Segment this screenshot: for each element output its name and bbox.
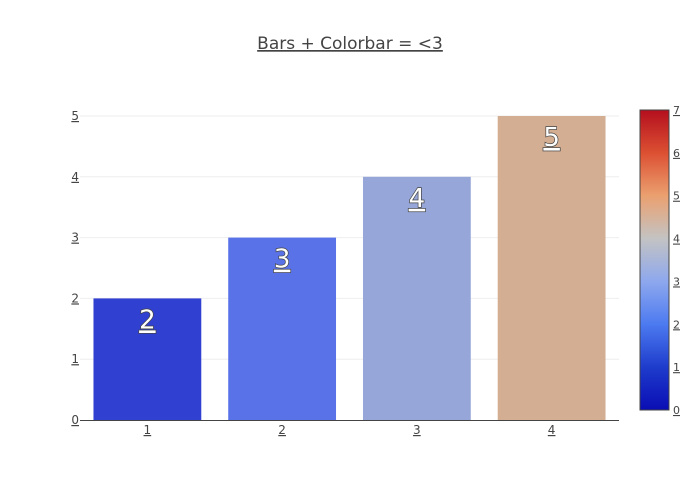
x-tick-label: 1 bbox=[144, 423, 152, 437]
bar bbox=[93, 298, 202, 420]
bars bbox=[93, 116, 606, 420]
colorbar-tick-label: 3 bbox=[673, 275, 680, 288]
bar bbox=[362, 176, 471, 420]
y-tick-label: 5 bbox=[71, 109, 79, 123]
bar bbox=[497, 116, 606, 420]
y-tick-label: 3 bbox=[71, 231, 79, 245]
colorbar-tick-label: 5 bbox=[673, 190, 680, 203]
bar bbox=[228, 237, 337, 420]
colorbar-gradient bbox=[639, 109, 670, 411]
y-tick-label: 1 bbox=[71, 352, 79, 366]
axes: 0 1 2 3 4 5 1 2 3 4 bbox=[71, 109, 619, 437]
bar-value-label: 4 bbox=[409, 184, 426, 214]
colorbar-tick-label: 6 bbox=[673, 147, 680, 160]
colorbar-tick-label: 4 bbox=[673, 233, 680, 246]
y-tick-label: 0 bbox=[71, 413, 79, 427]
colorbar-tick-label: 0 bbox=[673, 404, 680, 417]
x-tick-label: 4 bbox=[548, 423, 556, 437]
colorbar: 0 1 2 3 4 5 6 7 bbox=[639, 104, 680, 417]
y-tick-label: 2 bbox=[71, 291, 79, 305]
bar-value-label: 5 bbox=[543, 123, 560, 153]
x-tick-label: 3 bbox=[413, 423, 421, 437]
colorbar-tick-label: 1 bbox=[673, 361, 680, 374]
y-tick-label: 4 bbox=[71, 170, 79, 184]
bar-value-label: 3 bbox=[274, 245, 291, 275]
chart-title: Bars + Colorbar = <3 bbox=[257, 34, 443, 54]
colorbar-tick-label: 2 bbox=[673, 318, 680, 331]
bar-labels: 2 3 4 5 bbox=[138, 122, 560, 336]
colorbar-tick-label: 7 bbox=[673, 104, 680, 117]
x-tick-label: 2 bbox=[278, 423, 286, 437]
bar-value-label: 2 bbox=[139, 305, 156, 335]
